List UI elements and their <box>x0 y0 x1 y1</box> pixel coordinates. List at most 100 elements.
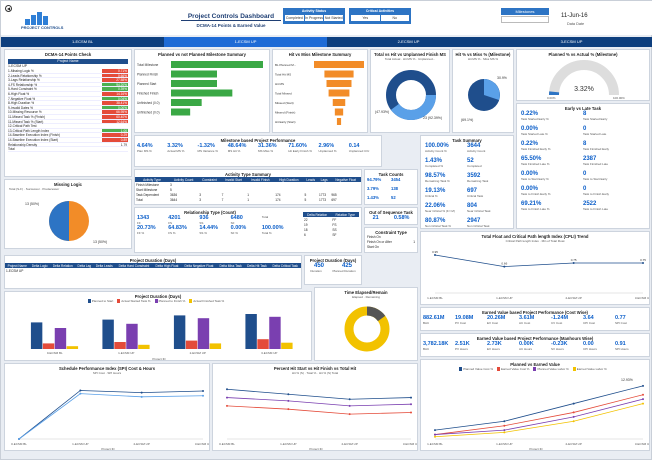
spi-chart-legend: SPI Cost · SPI Hours <box>92 371 122 375</box>
dcma-row-label: 2-Leads Relationship % <box>8 73 42 78</box>
kpi-row: 65.50% Task Finished Late % 2387 Task Finis… <box>517 156 649 171</box>
pie-label-a: 30.9% <box>497 76 507 80</box>
legend-item: Actual Finished Task % <box>189 299 225 303</box>
pv-ev-chart: 1-ECSM BL 1-ECSM UP 2-ECSM UP 3-ECSM UP Proj… <box>427 378 649 450</box>
table-row: Total 3644 3 7 1 174 5 1773 697 <box>135 197 361 202</box>
kpi-value: 2387 <box>583 156 597 162</box>
task-count-row: 1.43% 52 <box>365 195 417 204</box>
ev-hours-card: Earned Value based Project Performance (… <box>420 333 650 357</box>
tab-1[interactable]: 1-ECSM UP <box>164 37 327 47</box>
logo <box>23 9 53 31</box>
table-header: Delta Leads <box>93 263 116 268</box>
kpi-item: 4201 FS <box>168 215 199 225</box>
donut-elapsed <box>344 306 390 352</box>
kpi-label: Task to Finish Late <box>583 207 609 211</box>
dcma-row-value: 0.39% <box>102 87 128 91</box>
x-tick-label: 3-ECSM UP <box>261 351 277 355</box>
dcma-row-value: 1.79 <box>102 142 128 147</box>
activity-type-card: Activity Type Summary Activity Type Activ… <box>134 169 362 205</box>
hit-miss-pct-legend: Hit MS % · Miss MS % <box>467 57 499 61</box>
kpi-item: 0.00 CPI Hours <box>583 341 615 351</box>
bar <box>102 319 114 349</box>
x-tick-label: 2-ECSM UP <box>565 442 581 446</box>
series-point <box>642 398 644 401</box>
milestones-select[interactable] <box>501 16 549 23</box>
pv-ev-card: Planned vs Earned Value Planned Value Co… <box>420 359 650 451</box>
bar-label: Unfinished (0.0) <box>137 111 160 115</box>
bar <box>54 328 67 349</box>
kpi-item: 20.73% FF % <box>137 225 168 235</box>
critical-activities-filter[interactable]: Critical Activities Yes No <box>349 8 411 24</box>
kpi-value: 138 <box>391 186 398 191</box>
kpi-value: 0.00 <box>583 341 594 347</box>
planned-vs-actual-title: Planned % vs Actual % (Milestone) <box>548 52 618 57</box>
hit-miss-pie: 30.9% (69.1%) <box>461 76 507 122</box>
table-header: Delta High Float <box>152 263 182 268</box>
kpi-value: 94.79% <box>367 177 382 182</box>
dcma-rows: 1-Missing Logic % 0.71% 2-Leads Relationsh… <box>5 69 131 152</box>
series-point <box>503 420 506 423</box>
kpi-label: Remaining Task % <box>425 179 450 183</box>
table-header: Delta Hard Constraint <box>115 263 153 268</box>
kpi-label: Remaining Task <box>467 179 489 183</box>
dcma-row-value: 94.20% <box>102 82 128 87</box>
series-point <box>410 411 412 414</box>
table-cell <box>115 268 153 273</box>
kpi-label: Unplanned % <box>318 149 337 153</box>
bar <box>171 99 202 106</box>
funnel-label: Hit MS <box>275 82 284 86</box>
activity-status-filter[interactable]: Activity Status Completed In Progress Not … <box>283 8 345 24</box>
series-point <box>434 433 436 436</box>
series-point <box>79 392 82 395</box>
kpi-label: Task Started Late <box>583 132 607 136</box>
kpi-value: 4.64% <box>137 143 153 149</box>
table-cell: Finish Milestone <box>136 182 160 187</box>
funnel-label: Total Hit MS <box>275 73 291 77</box>
dcma-row-value: 0.29 <box>102 133 128 137</box>
legend-item: Earned Value Labor % <box>572 367 607 371</box>
task-counts-card: Task Counts 94.79% 3454 3.79% 138 1.43% 52 <box>364 169 418 205</box>
legend-item: Planned to Finish % <box>154 299 186 303</box>
total-unplanned-legend: Total Actual · Hit MS % · Unplanned... <box>384 57 436 61</box>
early-late-title: Early vs Late Task <box>564 106 602 111</box>
kpi-label: FF <box>137 221 141 225</box>
tab-2[interactable]: 2-ECSM UP <box>397 39 420 44</box>
kpi-value: 2.96% <box>318 143 335 149</box>
duration-table-card: Project Duration (Days) Project Name Delt… <box>4 255 302 289</box>
back-icon[interactable]: ◀ <box>5 5 12 12</box>
kpi-row: 0.22% Task Finished Early % 8 Task Finished… <box>517 141 649 156</box>
legend-item: Planned Value Cost % <box>459 367 494 371</box>
kpi-label: EV Hours <box>487 347 500 351</box>
series-point <box>503 265 506 268</box>
x-axis-label: Project ID <box>152 357 166 361</box>
kpi-label: Completed % <box>425 164 444 168</box>
kpi-value: 52 <box>467 158 474 164</box>
series-line <box>434 403 644 438</box>
hit-start-chart-card: Percent Hit Start vs Hit Finish vs Total… <box>212 363 418 451</box>
gauge-max: 100.00% <box>613 96 625 100</box>
dcma-row-value: 0.66% <box>102 73 128 78</box>
kpi-label: Near Critical % (F<=Z) <box>425 209 456 213</box>
bar <box>209 343 222 349</box>
spi-chart-card: Schedule Performance Index (SPI) Cost & … <box>4 363 210 451</box>
table-header: Invalid Start <box>220 177 247 182</box>
table-header: Constraint <box>198 177 221 182</box>
dcma-header: Project Name <box>8 59 128 64</box>
table-cell: 5 <box>304 192 307 197</box>
series-point <box>140 391 143 394</box>
table-row: Finish Milestone 3 <box>135 182 361 187</box>
series-point <box>140 395 143 398</box>
dcma-row: 13-Critical Path Length Index 1.00 <box>8 128 128 134</box>
dcma-row-value: 0.04% <box>102 96 128 101</box>
table-cell: 3636 <box>170 192 178 197</box>
tab-3[interactable]: 3-ECSM UP <box>560 39 583 44</box>
tab-0[interactable]: 1-ECSM BL <box>71 39 94 44</box>
series-point <box>572 415 575 418</box>
series-point <box>410 396 412 399</box>
spi-chart: 0-ECSM BL 1-ECSM UP 2-ECSM UP 3-ECSM UP Proj… <box>11 389 209 450</box>
bar-label: Finished Finish <box>137 92 159 96</box>
kpi-value: 3454 <box>391 177 401 182</box>
x-tick-label: 2-ECSM UP <box>133 442 149 446</box>
task-summary-title: Task Summary <box>452 138 482 143</box>
table-cell <box>217 268 245 273</box>
